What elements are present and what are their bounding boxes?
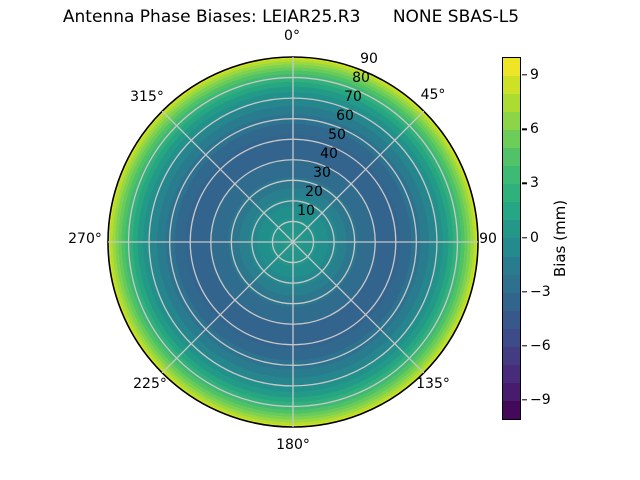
angle-gridline [292, 241, 425, 374]
colorbar-band [503, 328, 520, 347]
radial-tick-label: 90 [360, 51, 378, 67]
radial-tick-label: 20 [305, 184, 323, 200]
colorbar [502, 57, 521, 420]
colorbar-band [503, 292, 520, 311]
colorbar-tick [522, 399, 527, 401]
colorbar-band [503, 238, 520, 257]
angle-tick-label: 135° [416, 376, 450, 392]
radial-tick-label: 30 [313, 165, 331, 181]
colorbar-tick [522, 182, 527, 185]
colorbar-band [503, 220, 520, 239]
colorbar-band [503, 364, 520, 383]
colorbar-tick-label: −6 [530, 337, 551, 354]
radial-tick-label: 50 [328, 127, 346, 143]
colorbar-band [503, 184, 520, 203]
colorbar-tick-label: 6 [530, 121, 539, 138]
colorbar-band [503, 274, 520, 293]
colorbar-tick-label: −3 [530, 283, 551, 300]
colorbar-tick-label: 9 [530, 67, 539, 84]
colorbar-band [503, 148, 520, 167]
chart-title: Antenna Phase Biases: LEIAR25.R3 NONE SB… [62, 7, 520, 27]
colorbar-band [503, 400, 520, 419]
colorbar-tick-label: −9 [530, 391, 551, 408]
angle-tick-label: 45° [420, 87, 446, 103]
radial-tick-label: 40 [320, 146, 338, 162]
colorbar-band [503, 112, 520, 131]
radial-tick-label: 10 [297, 203, 315, 219]
colorbar-band [503, 310, 520, 329]
colorbar-tick [522, 236, 527, 239]
angle-tick-label: 315° [130, 89, 164, 105]
radial-tick-label: 70 [344, 89, 362, 105]
colorbar-tick-label: 0 [530, 229, 539, 246]
colorbar-band [503, 166, 520, 185]
angle-tick-label: 180° [276, 437, 310, 453]
radial-tick-label: 60 [336, 108, 354, 124]
radial-tick-label: 80 [352, 70, 370, 86]
colorbar-tick [522, 74, 527, 76]
colorbar-axis-label: Bias (mm) [551, 199, 569, 278]
colorbar-tick [522, 128, 527, 130]
colorbar-band [503, 94, 520, 113]
angle-tick-label: 225° [133, 376, 167, 392]
colorbar-band [503, 382, 520, 401]
colorbar-tick [522, 345, 527, 347]
angle-tick-label: 270° [68, 231, 102, 247]
colorbar-band [503, 256, 520, 275]
angle-tick-label: 90 [479, 231, 497, 247]
colorbar-band [503, 202, 520, 221]
angle-gridline [161, 110, 294, 243]
angle-gridline [292, 110, 425, 243]
angle-tick-label: 0° [284, 28, 300, 44]
colorbar-tick-label: 3 [530, 175, 539, 192]
colorbar-band [503, 58, 520, 77]
colorbar-tick [522, 290, 527, 293]
angle-gridline [161, 241, 294, 374]
colorbar-band [503, 76, 520, 95]
colorbar-band [503, 130, 520, 149]
colorbar-band [503, 346, 520, 365]
